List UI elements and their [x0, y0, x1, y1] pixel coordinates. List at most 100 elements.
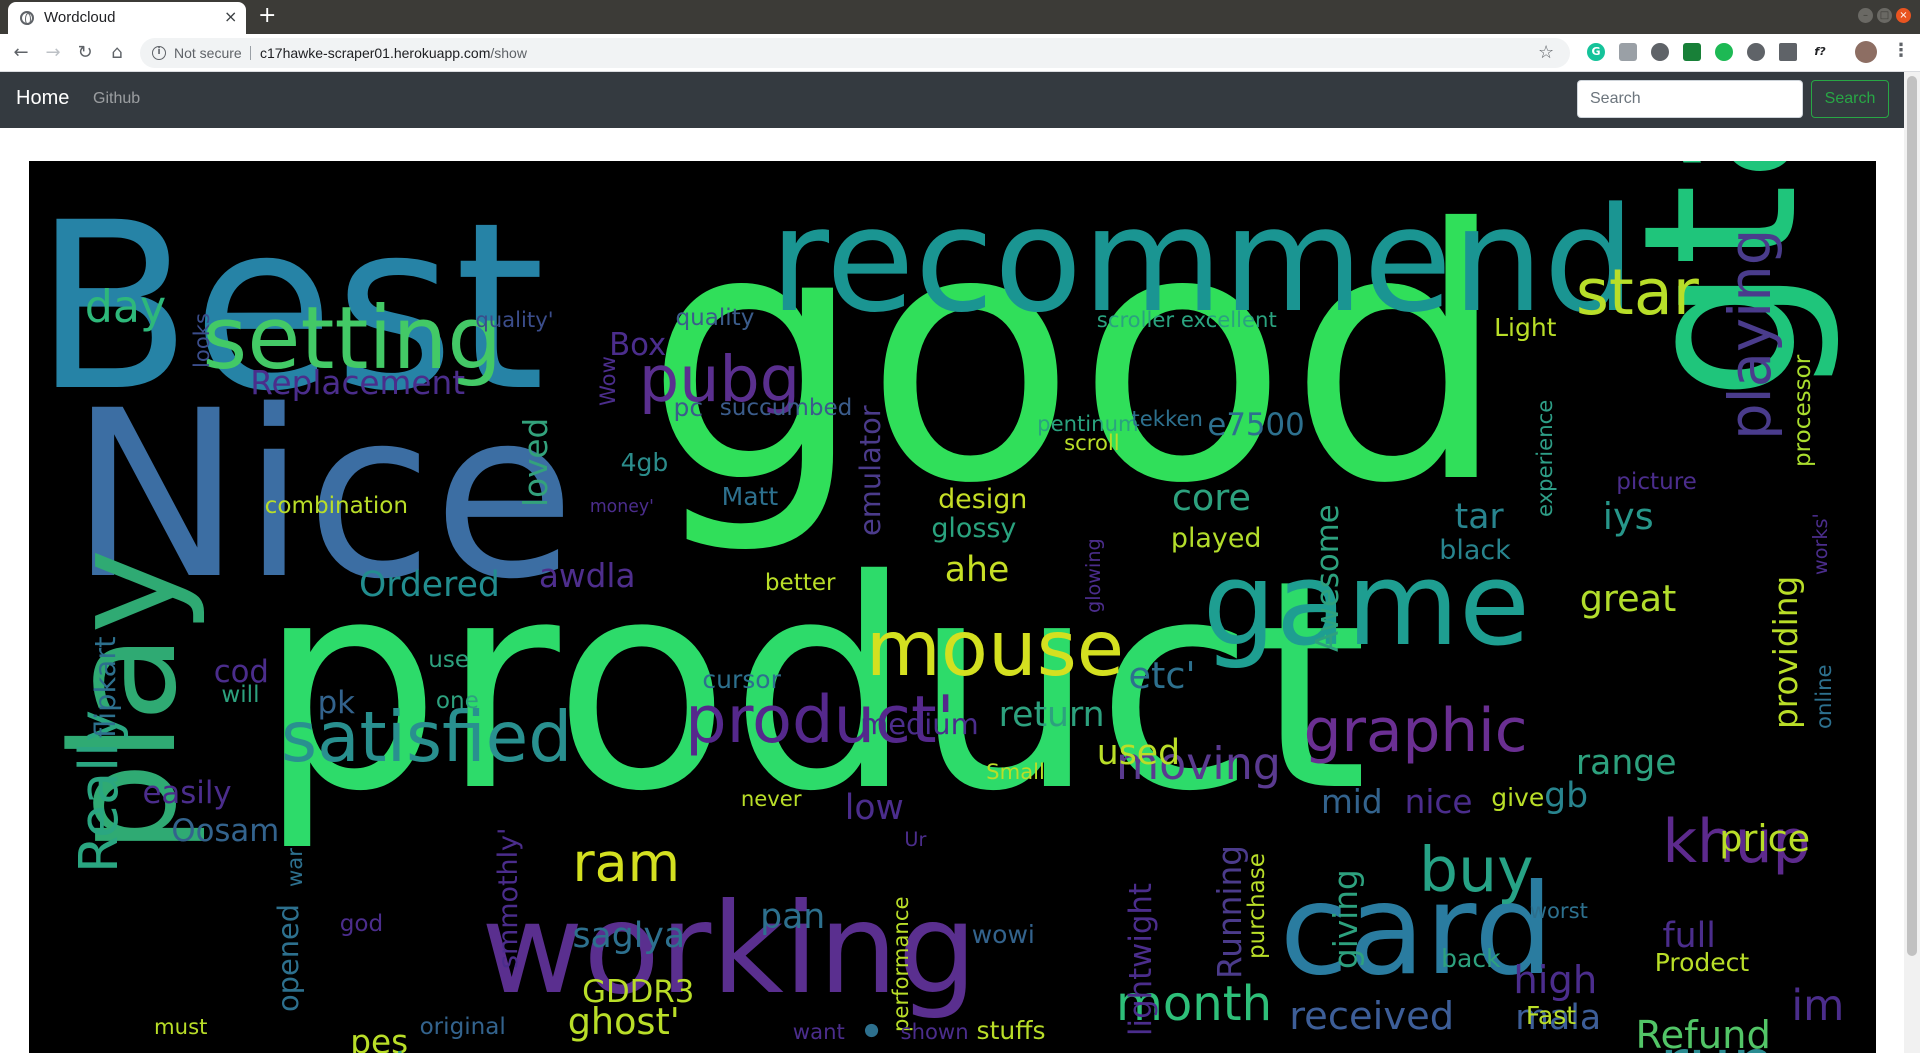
- wordcloud-word: use: [428, 646, 470, 673]
- wordcloud-word: pan: [760, 896, 826, 937]
- extension-green-icon[interactable]: [1683, 43, 1701, 61]
- wordcloud-word: one: [435, 688, 479, 715]
- browser-toolbar: ← → ↻ ⌂ i Not secure c17hawke-scraper01.…: [0, 34, 1920, 72]
- wordcloud-word: must: [154, 1013, 208, 1039]
- wordcloud-word: low: [844, 787, 904, 828]
- wordcloud-word: game: [1202, 537, 1531, 672]
- wordcloud-word: scroller excellent: [1096, 306, 1277, 332]
- wordcloud-image: product good Best Nice recommend play gta game c…: [29, 161, 1876, 1053]
- wordcloud-word: good: [644, 161, 1509, 560]
- reload-icon[interactable]: ↻: [77, 42, 93, 63]
- search-button[interactable]: Search: [1811, 80, 1889, 118]
- wordcloud-word: wowi: [971, 919, 1035, 949]
- wordcloud-word: moving: [1116, 738, 1281, 790]
- wordcloud-word: design: [938, 484, 1028, 516]
- minimize-icon[interactable]: –: [1858, 8, 1873, 23]
- font-finder-icon[interactable]: f?: [1814, 45, 1826, 58]
- bug-icon[interactable]: [1651, 43, 1669, 61]
- evernote-icon[interactable]: [1715, 43, 1733, 61]
- info-icon[interactable]: i: [152, 46, 166, 60]
- site-navbar: Home Github Search: [0, 72, 1904, 128]
- wordcloud-word: tar: [1454, 497, 1504, 538]
- extension-box-icon[interactable]: [1619, 43, 1637, 61]
- wordcloud-word: ram: [572, 831, 681, 895]
- wordcloud-word: card: [1279, 857, 1554, 1003]
- wordcloud-word: pk: [317, 685, 355, 722]
- wordcloud-word: core: [1171, 475, 1251, 519]
- wordcloud-word: combination: [264, 492, 408, 519]
- wordcloud-word: GDDR3: [582, 973, 695, 1010]
- wordcloud-word: shown: [900, 1018, 969, 1044]
- address-bar[interactable]: i Not secure c17hawke-scraper01.herokuap…: [140, 38, 1570, 68]
- wordcloud-word: Ur: [904, 827, 927, 851]
- grammarly-icon[interactable]: G: [1587, 43, 1605, 61]
- wordcloud-word: quality: [675, 305, 755, 332]
- scrollbar-thumb[interactable]: [1907, 76, 1917, 956]
- wordcloud-word: Replacement: [250, 364, 466, 403]
- wordcloud-word: im: [1791, 980, 1845, 1030]
- nav-github-link[interactable]: Github: [93, 90, 141, 107]
- wordcloud-word: processor: [1790, 354, 1817, 467]
- wordcloud-word: emulator: [853, 405, 888, 537]
- back-arrow-icon[interactable]: ←: [13, 42, 29, 63]
- search-input[interactable]: [1577, 80, 1803, 118]
- maximize-icon[interactable]: □: [1877, 8, 1892, 23]
- wordcloud-word: giving: [1326, 869, 1365, 970]
- wordcloud-word: star: [1575, 255, 1699, 330]
- close-tab-icon[interactable]: ×: [224, 7, 238, 26]
- url-path: /show: [490, 45, 527, 61]
- bookmark-star-icon[interactable]: ☆: [1538, 42, 1555, 63]
- wordcloud-word: back: [1441, 943, 1501, 973]
- wordcloud-word: looks: [188, 312, 214, 368]
- wordcloud-word: full: [1662, 915, 1716, 956]
- wordcloud-word: played: [1170, 522, 1262, 554]
- wordcloud-word: pentinum: [1037, 410, 1139, 436]
- tab-title: Wordcloud: [44, 9, 116, 26]
- extension-circle-icon[interactable]: [1747, 43, 1765, 61]
- wordcloud-word: loved: [516, 418, 555, 508]
- wordcloud-word: month: [1116, 976, 1273, 1033]
- wordcloud-word: easily: [142, 774, 232, 811]
- wordcloud-word: Oosam: [171, 812, 280, 849]
- wordcloud-word: mid: [1320, 782, 1383, 821]
- kebab-menu-icon[interactable]: ⋮: [1892, 40, 1910, 61]
- wordcloud-word: Fast: [1525, 1001, 1577, 1031]
- globe-icon: [20, 11, 34, 25]
- window-close-icon[interactable]: ×: [1896, 8, 1911, 23]
- wordcloud-word: tekken: [1131, 405, 1203, 431]
- wordcloud-word: recommend: [769, 176, 1636, 345]
- nav-home-link[interactable]: Home: [16, 87, 70, 109]
- wordcloud-word: succumbed: [719, 394, 853, 421]
- wordcloud-word: return: [998, 694, 1105, 735]
- wordcloud-word: e7500: [1207, 407, 1305, 444]
- browser-tab[interactable]: Wordcloud ×: [8, 2, 246, 34]
- wordcloud-word: received: [1289, 993, 1455, 1039]
- wordcloud-word: saglya: [572, 915, 686, 956]
- eyedropper-icon[interactable]: [1779, 43, 1797, 61]
- wordcloud-word: glowing: [1082, 538, 1106, 614]
- wordcloud-word: providing: [1767, 575, 1806, 729]
- wordcloud-word: pes: [350, 1023, 409, 1053]
- address-separator: [250, 46, 251, 60]
- wordcloud-word: 4gb: [620, 448, 669, 478]
- wordcloud-word: performance: [887, 896, 913, 1032]
- wordcloud-word: working: [481, 876, 978, 1022]
- wordcloud-word: satisfied: [281, 698, 573, 779]
- wordcloud-word: etc': [1128, 653, 1196, 697]
- wordcloud-word: Best: [33, 174, 546, 443]
- home-icon[interactable]: ⌂: [111, 42, 123, 63]
- wordcloud-word: setting: [202, 289, 503, 390]
- wordcloud-word: works': [1808, 512, 1832, 575]
- wordcloud-word: never: [740, 785, 802, 811]
- new-tab-button[interactable]: +: [258, 3, 277, 28]
- wordcloud-word: range: [1575, 742, 1677, 783]
- wordcloud-word: run: [1660, 1031, 1776, 1053]
- wordcloud-word: picture: [1616, 468, 1697, 495]
- wordcloud-word: Ordered: [358, 564, 500, 605]
- wordcloud-word: cursor: [702, 664, 781, 694]
- url-host: c17hawke-scraper01.herokuapp.com: [260, 45, 491, 61]
- forward-arrow-icon[interactable]: →: [45, 42, 61, 63]
- avatar[interactable]: [1855, 41, 1877, 63]
- wordcloud-word: want: [792, 1018, 845, 1044]
- page-scrollbar[interactable]: [1904, 72, 1920, 1053]
